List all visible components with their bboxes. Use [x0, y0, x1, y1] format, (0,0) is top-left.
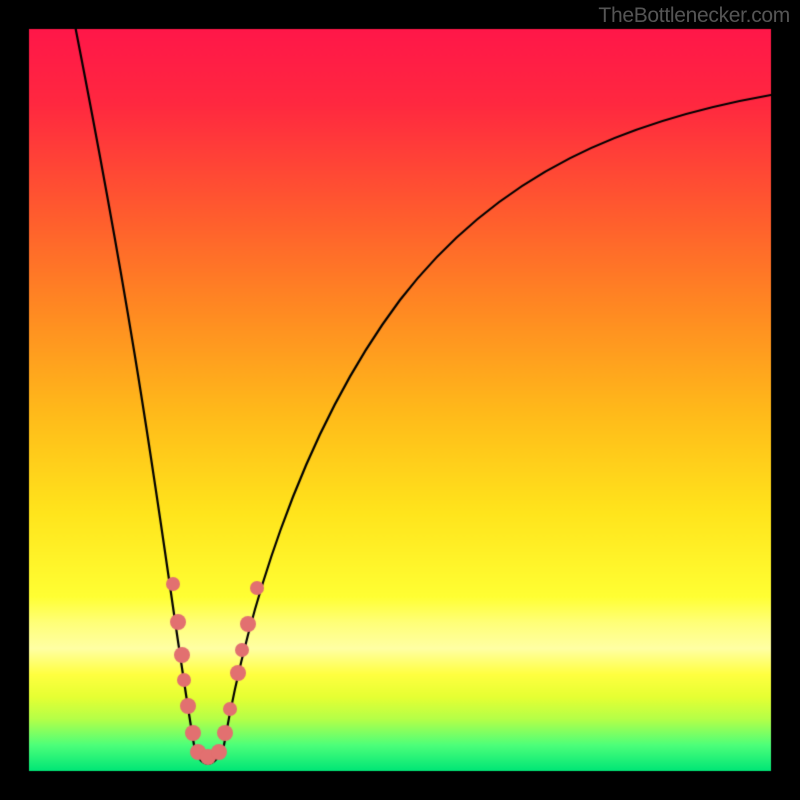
chart-container: TheBottlenecker.com — [0, 0, 800, 800]
watermark-text: TheBottlenecker.com — [598, 4, 790, 28]
bottleneck-chart-canvas — [0, 0, 800, 800]
